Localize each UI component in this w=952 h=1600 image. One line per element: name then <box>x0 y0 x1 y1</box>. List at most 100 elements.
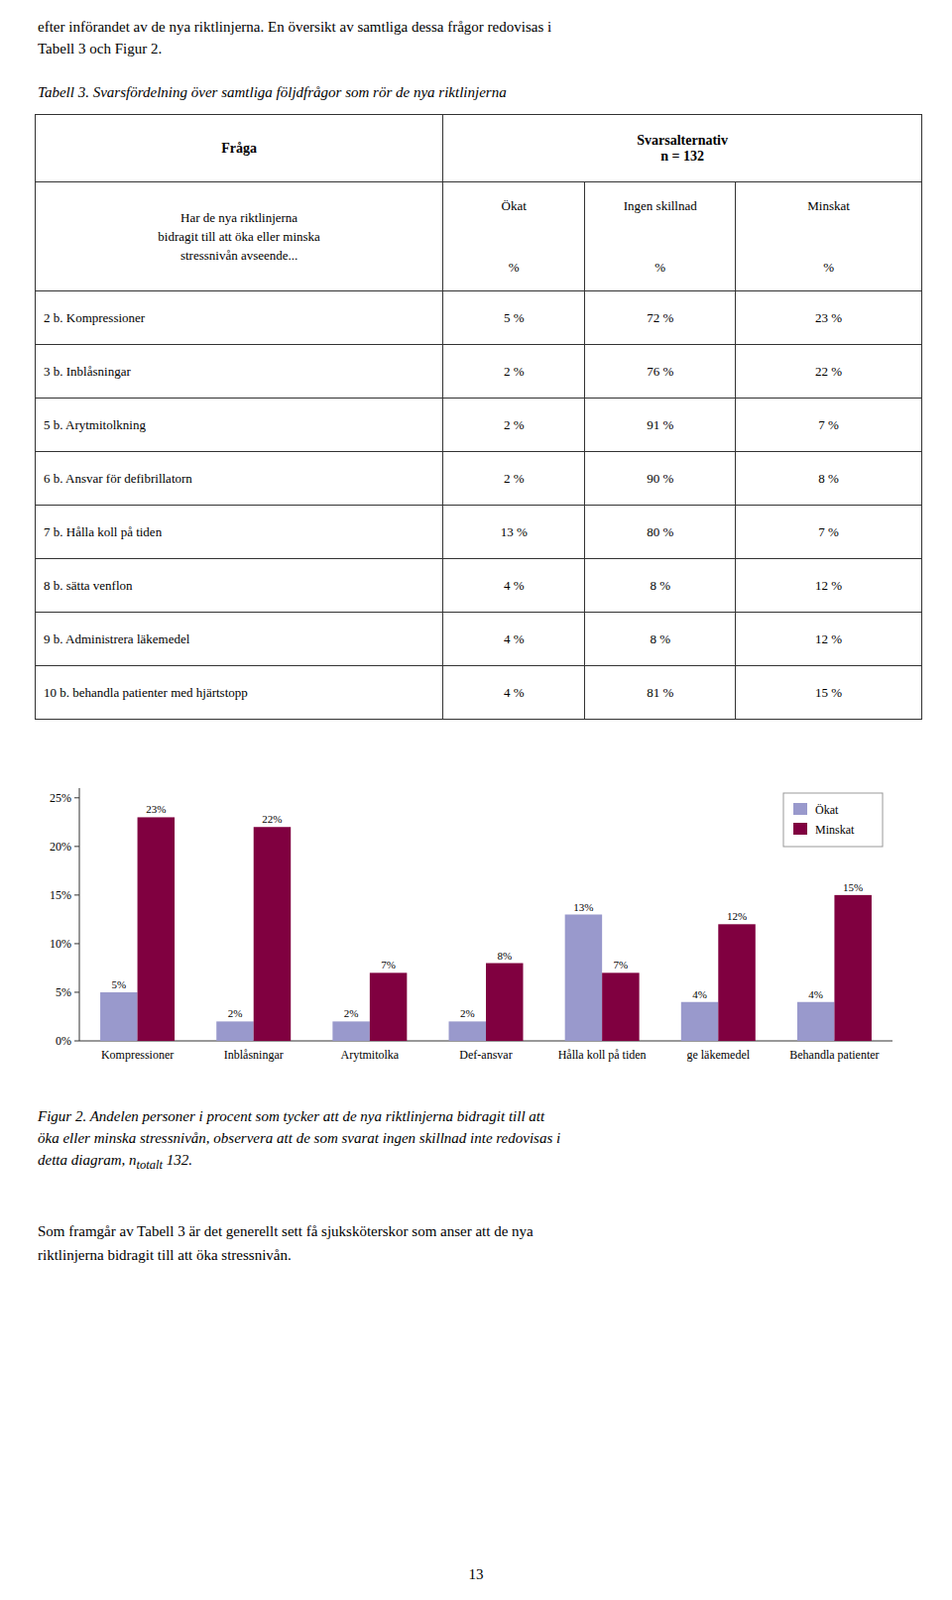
caption-end: 132. <box>162 1152 193 1169</box>
x-tick-label: Behandla patienter <box>789 1048 879 1063</box>
legend-box <box>783 793 883 847</box>
data-label: 2% <box>344 1007 359 1020</box>
table-cell: 72 % <box>585 291 736 346</box>
x-tick-label: Arytmitolka <box>341 1048 400 1063</box>
data-label: 15% <box>842 881 863 894</box>
table-cell: 4 % <box>443 612 586 667</box>
legend-label: Ökat <box>815 803 839 818</box>
data-label: 12% <box>726 910 747 923</box>
bar <box>449 1021 486 1042</box>
table-answer-name: Ökat <box>501 198 527 215</box>
table-row: 6 b. Ansvar för defibrillatorn2 %90 %8 % <box>35 452 923 506</box>
y-tick-label: 15% <box>49 888 72 903</box>
table-cell: 7 % <box>735 398 923 453</box>
data-label: 4% <box>808 988 824 1001</box>
data-label: 13% <box>573 901 594 914</box>
page-number: 13 <box>0 1566 952 1584</box>
table-cell: 8 % <box>585 612 736 667</box>
table-header-answers: Svarsalternativn = 132 <box>443 115 923 183</box>
bar <box>137 817 175 1042</box>
table-answer-head: Minskat% <box>743 192 914 282</box>
table-answer-name: Minskat <box>807 198 850 215</box>
table-row: 8 b. sätta venflon4 %8 %12 % <box>35 559 923 613</box>
caption-last-line: detta diagram, ntotalt 132. <box>37 1149 921 1177</box>
table-cols <box>35 115 923 720</box>
x-tick-label: ge läkemedel <box>686 1048 750 1063</box>
data-labels: 5%2%2%2%13%4%4%23%22%7%8%7%12%15% <box>111 803 863 1020</box>
table-unit: % <box>508 259 520 276</box>
y-axis-line <box>79 788 81 1042</box>
table-answer-head: Ökat% <box>451 192 577 282</box>
table-row-label: 3 b. Inblåsningar <box>35 345 444 399</box>
table: FrågaSvarsalternativn = 132Har de nya ri… <box>34 114 923 720</box>
table-row: 5 b. Arytmitolkning2 %91 %7 % <box>35 398 923 453</box>
table-header-row: FrågaSvarsalternativn = 132 <box>35 115 923 183</box>
x-tick-label: Inblåsningar <box>224 1048 284 1063</box>
table-row: 10 b. behandla patienter med hjärtstopp4… <box>35 666 923 720</box>
table-row-label: 9 b. Administrera läkemedel <box>35 612 444 667</box>
legend: ÖkatMinskat <box>783 793 883 847</box>
caption-line: Figur 2. Andelen personer i procent som … <box>37 1105 921 1128</box>
bar <box>369 972 407 1042</box>
table-cell: 22 % <box>735 345 923 399</box>
table-cell: 90 % <box>585 452 736 506</box>
header-line: Tabell 3 och Figur 2. <box>37 37 921 60</box>
bar <box>253 827 291 1042</box>
table-row: 3 b. Inblåsningar2 %76 %22 % <box>35 345 923 399</box>
y-tick-label: 25% <box>49 791 72 806</box>
table-header-answer: Svarsalternativ <box>451 132 914 149</box>
table-cell: 81 % <box>585 666 736 720</box>
bar <box>216 1021 253 1042</box>
x-axis: KompressionerInblåsningarArytmitolkaDef-… <box>101 1048 880 1063</box>
table-answer-head: Ingen skillnad% <box>593 192 727 282</box>
table-header-answer: n = 132 <box>451 148 914 165</box>
legend-swatch <box>793 823 808 835</box>
table-row-label: 7 b. Hålla koll på tiden <box>35 505 444 560</box>
y-tick <box>74 1041 80 1043</box>
table-body: FrågaSvarsalternativn = 132Har de nya ri… <box>35 115 923 720</box>
table-cell: 12 % <box>735 612 923 667</box>
table-cell: 8 % <box>585 559 736 613</box>
data-label: 22% <box>261 813 282 826</box>
bar <box>797 1002 834 1042</box>
data-label: 4% <box>692 988 708 1001</box>
table-answer-column: Ingen skillnad% <box>585 182 736 292</box>
bar <box>100 992 137 1042</box>
y-tick <box>74 991 80 993</box>
bar <box>601 972 639 1042</box>
footer-line: Som framgår av Tabell 3 är det generellt… <box>37 1219 921 1244</box>
table-unit: % <box>654 259 666 276</box>
table-cell: 7 % <box>735 505 923 560</box>
bar <box>717 924 755 1042</box>
table-cell: 80 % <box>585 505 736 560</box>
bar <box>332 1021 369 1042</box>
y-tick <box>74 894 80 896</box>
data-label: 5% <box>111 978 126 991</box>
table-row-label: 6 b. Ansvar för defibrillatorn <box>35 452 444 506</box>
table-title: Tabell 3. Svarsfördelning över samtliga … <box>37 81 921 104</box>
table-cell: 5 % <box>443 291 586 346</box>
table-answer-column: Ökat% <box>443 182 586 292</box>
table-cell: 91 % <box>585 398 736 453</box>
x-tick-label: Kompressioner <box>101 1048 174 1063</box>
table-cell: 76 % <box>585 345 736 399</box>
table-cell: 2 % <box>443 398 586 453</box>
data-label: 23% <box>145 803 166 816</box>
table-row: 7 b. Hålla koll på tiden13 %80 %7 % <box>35 505 923 560</box>
y-axis: 0%5%10%15%20%25% <box>49 791 80 1049</box>
footer-text: Som framgår av Tabell 3 är det generellt… <box>37 1219 921 1268</box>
footer-line: riktlinjerna bidragit till att öka stres… <box>37 1243 921 1268</box>
data-label: 7% <box>380 958 396 971</box>
table-cell: 8 % <box>735 452 923 506</box>
y-tick <box>74 845 80 847</box>
figure-caption: Figur 2. Andelen personer i procent som … <box>37 1105 921 1177</box>
table-cell: 12 % <box>735 559 923 613</box>
header-line: efter införandet av de nya riktlinjerna.… <box>37 15 921 38</box>
bars <box>100 817 872 1042</box>
data-label: 8% <box>496 950 512 962</box>
caption-subscript: totalt <box>136 1158 163 1173</box>
table-header-question: Fråga <box>35 115 444 183</box>
y-tick <box>74 943 80 945</box>
table-subheader-question: Har de nya riktlinjerna bidragit till at… <box>35 182 444 292</box>
chart: 0%5%10%15%20%25%5%2%2%2%13%4%4%23%22%7%8… <box>0 768 952 1086</box>
